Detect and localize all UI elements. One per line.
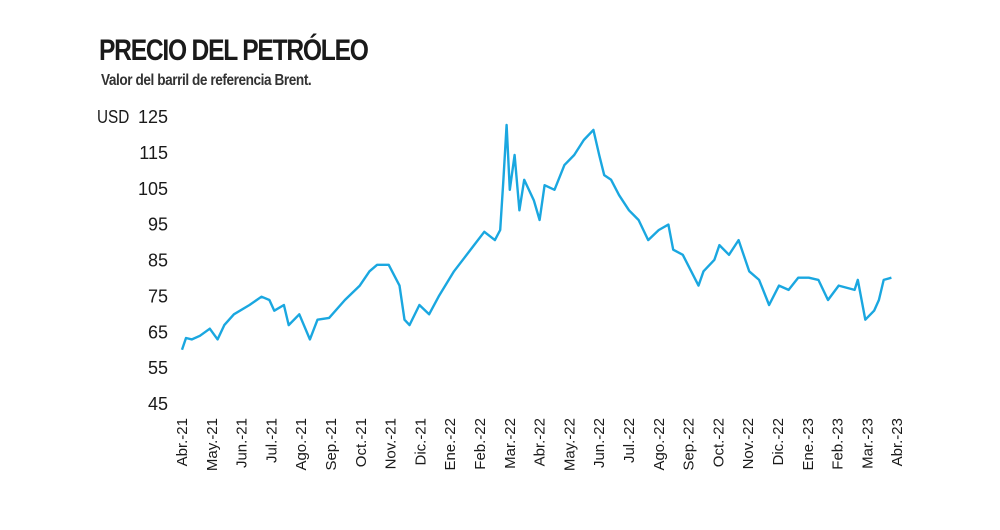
x-tick-label: Dic.-22 bbox=[770, 418, 787, 466]
x-tick-label: Oct.-22 bbox=[710, 418, 727, 467]
x-tick-label: Feb.-23 bbox=[830, 418, 847, 470]
x-tick-label: Abr.-22 bbox=[532, 418, 549, 466]
x-tick-label: Ene.-22 bbox=[442, 418, 459, 471]
x-tick-label: Ago.-21 bbox=[293, 418, 310, 471]
x-tick-label: Sep.-22 bbox=[681, 418, 698, 471]
x-tick-label: Nov.-21 bbox=[383, 418, 400, 469]
x-tick-label: Sep.-21 bbox=[323, 418, 340, 471]
x-tick-label: Abr.-21 bbox=[174, 418, 191, 466]
y-tick-label: 95 bbox=[148, 215, 168, 235]
x-tick-label: May.-22 bbox=[561, 418, 578, 471]
x-tick-label: May.-21 bbox=[204, 418, 221, 471]
chart-title: PRECIO DEL PETRÓLEO bbox=[99, 34, 369, 67]
x-tick-label: Mar.-23 bbox=[859, 418, 876, 469]
y-tick-label: 115 bbox=[139, 143, 168, 163]
chart-subtitle: Valor del barril de referencia Brent. bbox=[101, 72, 312, 89]
y-tick-label: 75 bbox=[148, 286, 168, 306]
x-tick-label: Dic.-21 bbox=[412, 418, 429, 466]
y-tick-label: 45 bbox=[148, 394, 168, 414]
brent-price-line bbox=[180, 123, 892, 351]
x-tick-label: Mar.-22 bbox=[502, 418, 519, 469]
x-tick-label: Jun.-22 bbox=[591, 418, 608, 468]
x-tick-label: Oct.-21 bbox=[353, 418, 370, 467]
x-tick-label: Jun.-21 bbox=[234, 418, 251, 468]
x-tick-label: Abr.-23 bbox=[889, 418, 906, 466]
x-tick-label: Jul.-22 bbox=[621, 418, 638, 463]
y-axis-unit-label: USD bbox=[97, 107, 130, 127]
x-tick-label: Jul.-21 bbox=[263, 418, 280, 463]
x-tick-label: Nov.-22 bbox=[740, 418, 757, 469]
x-tick-label: Feb.-22 bbox=[472, 418, 489, 470]
y-tick-label: 65 bbox=[148, 322, 168, 342]
y-tick-label: 55 bbox=[148, 358, 168, 378]
x-tick-label: Ago.-22 bbox=[651, 418, 668, 471]
y-tick-label: 125 bbox=[138, 107, 168, 127]
y-tick-label: 105 bbox=[138, 179, 168, 199]
y-tick-label: 85 bbox=[148, 251, 168, 271]
x-tick-label: Ene.-23 bbox=[800, 418, 817, 471]
